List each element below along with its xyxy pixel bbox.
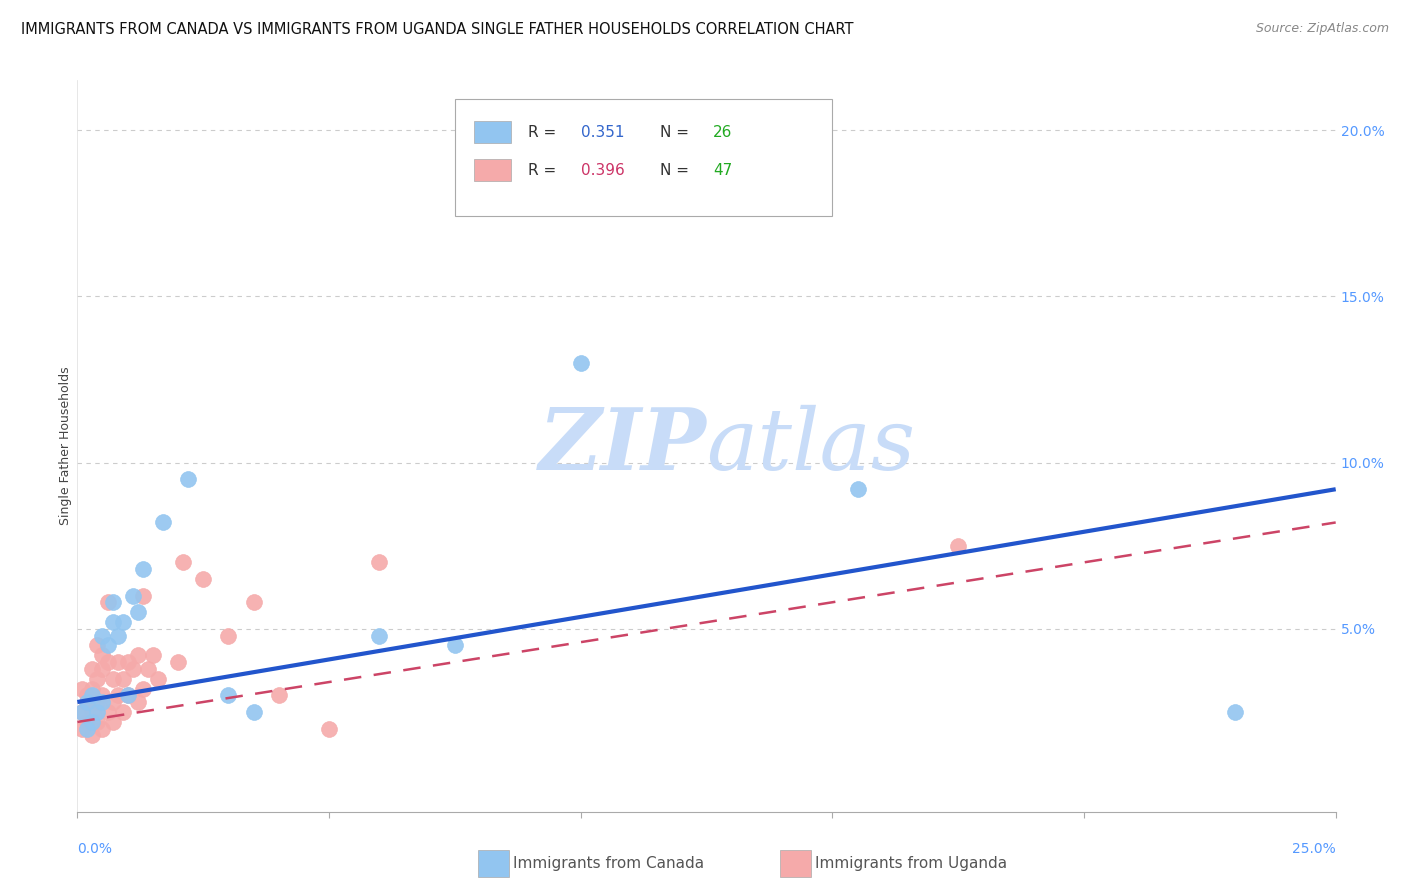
Point	[111, 705, 134, 719]
Text: 0.396: 0.396	[581, 162, 624, 178]
Point	[1223, 705, 1246, 719]
Text: ZIP: ZIP	[538, 404, 707, 488]
Point	[101, 695, 124, 709]
Point	[82, 681, 104, 696]
Point	[86, 714, 108, 729]
Point	[569, 356, 592, 370]
Point	[82, 705, 104, 719]
Point	[368, 555, 391, 569]
Point	[91, 695, 114, 709]
Text: 0.351: 0.351	[581, 125, 624, 140]
FancyBboxPatch shape	[474, 160, 512, 181]
Point	[96, 655, 118, 669]
Point	[76, 689, 98, 703]
Point	[121, 589, 143, 603]
Point	[82, 728, 104, 742]
Text: 0.0%: 0.0%	[77, 842, 112, 856]
Point	[111, 615, 134, 630]
Point	[142, 648, 165, 663]
Point	[167, 655, 190, 669]
Point	[91, 689, 114, 703]
Point	[107, 689, 129, 703]
Point	[96, 639, 118, 653]
Point	[76, 722, 98, 736]
Point	[217, 689, 239, 703]
Point	[91, 628, 114, 642]
Point	[82, 662, 104, 676]
Point	[242, 705, 264, 719]
Point	[127, 648, 149, 663]
Point	[152, 516, 174, 530]
Point	[368, 628, 391, 642]
Text: Source: ZipAtlas.com: Source: ZipAtlas.com	[1256, 22, 1389, 36]
Point	[127, 695, 149, 709]
Point	[117, 655, 139, 669]
Point	[101, 714, 124, 729]
Point	[107, 655, 129, 669]
Point	[101, 595, 124, 609]
Point	[72, 705, 94, 719]
Text: Immigrants from Uganda: Immigrants from Uganda	[815, 856, 1008, 871]
Point	[177, 472, 200, 486]
Text: IMMIGRANTS FROM CANADA VS IMMIGRANTS FROM UGANDA SINGLE FATHER HOUSEHOLDS CORREL: IMMIGRANTS FROM CANADA VS IMMIGRANTS FRO…	[21, 22, 853, 37]
Point	[117, 689, 139, 703]
Point	[86, 695, 108, 709]
Point	[132, 589, 155, 603]
Point	[127, 605, 149, 619]
Text: atlas: atlas	[707, 405, 915, 487]
Point	[136, 662, 159, 676]
Point	[242, 595, 264, 609]
Text: 47: 47	[713, 162, 733, 178]
Point	[121, 662, 143, 676]
Point	[146, 672, 169, 686]
Point	[91, 662, 114, 676]
FancyBboxPatch shape	[474, 121, 512, 144]
Point	[948, 539, 970, 553]
Text: 26: 26	[713, 125, 733, 140]
Text: Immigrants from Canada: Immigrants from Canada	[513, 856, 704, 871]
Text: R =: R =	[527, 125, 561, 140]
Point	[86, 705, 108, 719]
Point	[86, 639, 108, 653]
Point	[72, 722, 94, 736]
Point	[217, 628, 239, 642]
Point	[318, 722, 340, 736]
Point	[76, 695, 98, 709]
Text: R =: R =	[527, 162, 561, 178]
Point	[82, 689, 104, 703]
Point	[86, 672, 108, 686]
Point	[72, 681, 94, 696]
FancyBboxPatch shape	[456, 99, 832, 216]
Y-axis label: Single Father Households: Single Father Households	[59, 367, 72, 525]
Text: 25.0%: 25.0%	[1292, 842, 1336, 856]
Point	[72, 705, 94, 719]
Point	[96, 595, 118, 609]
Point	[191, 572, 215, 586]
Point	[846, 482, 869, 496]
Point	[117, 689, 139, 703]
Point	[132, 681, 155, 696]
Point	[101, 672, 124, 686]
Point	[82, 714, 104, 729]
Point	[91, 722, 114, 736]
Point	[132, 562, 155, 576]
Point	[76, 714, 98, 729]
Text: N =: N =	[659, 162, 693, 178]
Point	[101, 615, 124, 630]
Point	[96, 705, 118, 719]
Point	[76, 695, 98, 709]
Point	[172, 555, 194, 569]
Point	[111, 672, 134, 686]
Point	[107, 628, 129, 642]
Point	[91, 648, 114, 663]
Point	[267, 689, 290, 703]
Point	[444, 639, 467, 653]
Text: N =: N =	[659, 125, 693, 140]
